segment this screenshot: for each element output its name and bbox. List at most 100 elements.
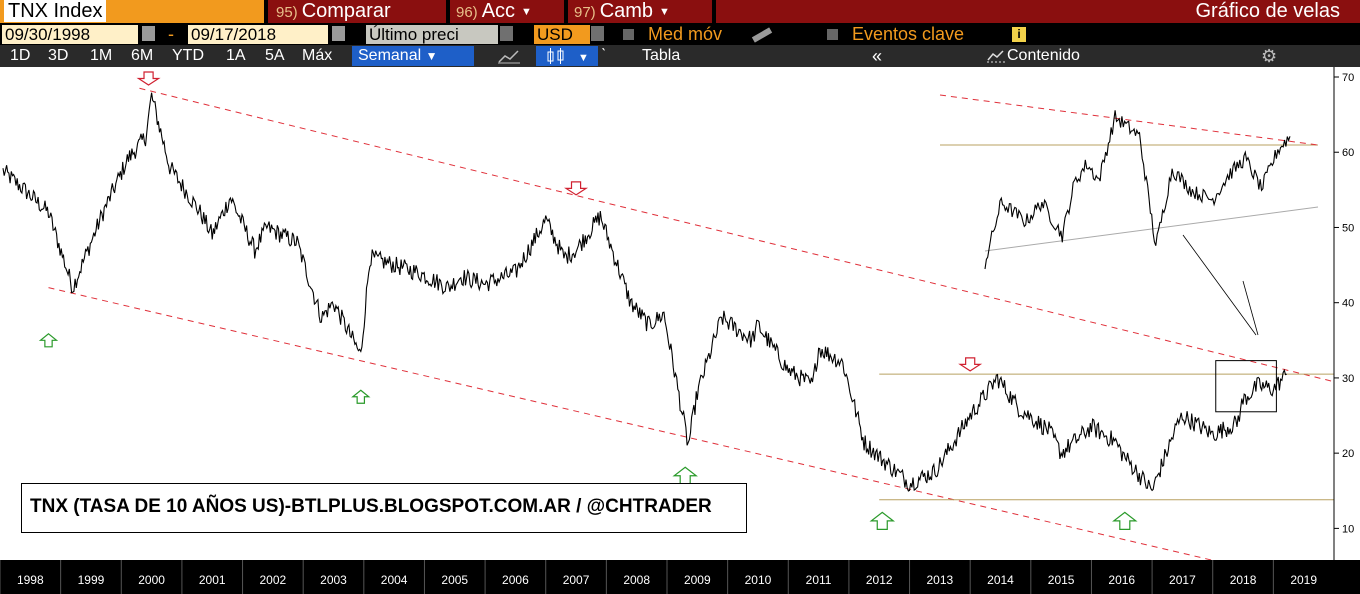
moving-average-checkbox[interactable]	[623, 29, 634, 40]
zoom-box	[1215, 360, 1277, 413]
change-number: 97)	[574, 4, 596, 21]
chart-type-title: Gráfico de velas	[716, 0, 1360, 23]
x-tick-label: 2008	[623, 573, 650, 587]
period-button-1a[interactable]: 1A	[226, 47, 246, 64]
collapse-left-icon[interactable]: «	[872, 46, 883, 66]
pointer-line	[1182, 234, 1257, 336]
change-menu[interactable]: 97) Camb ▼	[568, 0, 712, 23]
y-tick-label: 20	[1342, 448, 1354, 460]
plot-area	[0, 67, 1334, 560]
frequency-label: Semanal	[358, 47, 422, 64]
x-tick-label: 2018	[1230, 573, 1257, 587]
date-separator: -	[168, 24, 174, 44]
period-button-6m[interactable]: 6M	[131, 47, 154, 64]
buy-signal-arrow	[869, 511, 896, 530]
x-tick-label: 2015	[1048, 573, 1075, 587]
top-toolbar: TNX Index 95) Comparar 96) Acc ▼ 97) Camb ▼ G…	[0, 0, 1360, 23]
chevron-down-icon[interactable]	[500, 26, 513, 41]
chevron-down-icon: ▼	[425, 49, 438, 63]
x-tick-label: 2007	[563, 573, 590, 587]
calendar-icon[interactable]	[142, 26, 155, 41]
compare-number: 95)	[276, 4, 298, 21]
x-tick-label: 2011	[806, 573, 832, 587]
actions-label: Acc	[481, 0, 516, 22]
period-button-3d[interactable]: 3D	[48, 47, 69, 64]
x-tick-label: 2010	[745, 573, 772, 587]
ticker-label: TNX Index	[4, 0, 107, 22]
x-tick-label: 2002	[260, 573, 287, 587]
key-events-label: Eventos clave	[852, 24, 965, 44]
line-chart-icon[interactable]	[497, 47, 521, 65]
y-tick-label: 50	[1342, 222, 1354, 234]
x-tick-label: 2001	[199, 573, 226, 587]
sell-signal-arrow	[958, 357, 983, 372]
period-button-ytd[interactable]: YTD	[172, 47, 204, 64]
ticker-field[interactable]: TNX Index	[0, 0, 264, 23]
inset-resistance-line	[939, 94, 1319, 146]
y-tick-label: 60	[1342, 147, 1354, 159]
trend-lines	[48, 87, 1335, 560]
currency-select[interactable]: USD	[534, 25, 590, 44]
x-tick-label: 2013	[927, 573, 954, 587]
pointer-line	[1242, 280, 1259, 336]
compare-label: Comparar	[301, 0, 391, 22]
content-icon	[987, 50, 1005, 63]
end-date-input[interactable]: 09/17/2018	[188, 25, 328, 44]
x-axis: 1998 1999 2000 2001 2002 2003 2004 2005 2006 2007…	[0, 560, 1360, 594]
svg-text:▼: ▼	[578, 52, 589, 64]
calendar-icon[interactable]	[332, 26, 345, 41]
gear-icon[interactable]: ⚙	[1261, 46, 1278, 66]
actions-number: 96)	[456, 4, 478, 21]
price-line	[2, 92, 1287, 492]
annotation-box: TNX (TASA DE 10 AÑOS US)-BTLPLUS.BLOGSPO…	[21, 483, 747, 533]
x-tick-label: 2000	[138, 573, 165, 587]
x-tick-label: 2005	[441, 573, 468, 587]
x-tick-label: 2003	[320, 573, 347, 587]
info-icon[interactable]: i	[1012, 27, 1026, 42]
price-series	[2, 92, 1287, 492]
frequency-select[interactable]: Semanal ▼	[352, 46, 474, 66]
inset-price-line	[984, 110, 1291, 270]
period-button-5a[interactable]: 5A	[265, 47, 285, 64]
y-tick-label: 10	[1342, 523, 1354, 535]
chevron-down-icon: ▼	[659, 6, 670, 18]
x-tick-label: 2014	[987, 573, 1014, 587]
inset-zoom	[939, 94, 1319, 336]
chevron-down-icon: ▼	[521, 6, 532, 18]
buy-signal-arrow	[1112, 511, 1138, 530]
compare-menu[interactable]: 95) Comparar	[268, 0, 446, 23]
x-tick-label: 2009	[684, 573, 711, 587]
x-tick-label: 2017	[1169, 573, 1196, 587]
actions-menu[interactable]: 96) Acc ▼	[450, 0, 564, 23]
period-toolbar: 1D 3D 1M 6M YTD 1A 5A Máx Semanal ▼ ▼ ˋ Tabla «…	[0, 45, 1360, 67]
pencil-icon[interactable]	[751, 27, 773, 43]
settings-bar: 09/30/1998 - 09/17/2018 Último preci USD…	[0, 23, 1360, 45]
x-tick-label: 2019	[1290, 573, 1317, 587]
signal-arrows	[38, 71, 1138, 530]
table-button[interactable]: Tabla	[642, 47, 681, 64]
content-button[interactable]: Contenido	[1007, 47, 1080, 64]
start-date-input[interactable]: 09/30/1998	[2, 25, 138, 44]
y-axis-area	[1334, 67, 1360, 560]
candlestick-icon: ▼	[547, 48, 589, 64]
x-tick-label: 1999	[78, 573, 105, 587]
change-label: Camb	[599, 0, 654, 22]
period-button-máx[interactable]: Máx	[302, 47, 333, 64]
y-axis: 10 20 30 40 50 60 70	[1333, 67, 1354, 560]
tick-mark-icon: ˋ	[601, 47, 607, 64]
price-field-select[interactable]: Último preci	[366, 25, 498, 44]
inset-support-line	[984, 206, 1319, 252]
period-button-1m[interactable]: 1M	[90, 47, 113, 64]
period-button-1d[interactable]: 1D	[10, 47, 31, 64]
buy-signal-arrow	[38, 333, 59, 348]
sell-signal-arrow	[136, 71, 161, 86]
candle-style-select[interactable]: ▼	[536, 46, 598, 66]
price-chart: 10 20 30 40 50 60 70	[0, 67, 1360, 560]
x-tick-label: 2012	[866, 573, 893, 587]
key-events-checkbox[interactable]	[827, 29, 838, 40]
x-tick-label: 2004	[381, 573, 408, 587]
x-tick-label: 1998	[17, 573, 44, 587]
moving-average-label: Med móv	[648, 24, 723, 44]
chevron-down-icon[interactable]	[591, 26, 604, 41]
channel-line	[139, 87, 1335, 383]
